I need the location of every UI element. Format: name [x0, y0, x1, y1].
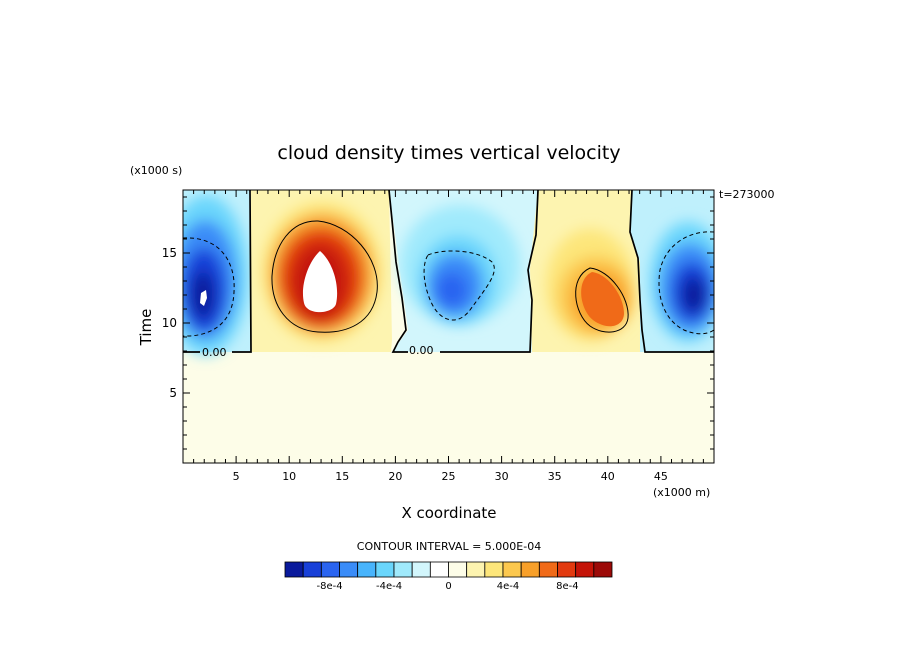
cell-4-core [581, 272, 624, 327]
colorbar-swatch [357, 561, 377, 578]
colorbar-swatch [284, 561, 304, 578]
y-tick-label: 5 [169, 386, 177, 400]
zero-contour-1 [183, 190, 252, 353]
colorbar-swatch [557, 561, 577, 578]
x-tick-label: 35 [548, 470, 562, 483]
colorbar-swatch [375, 561, 395, 578]
plot-area: 0.00 0.00 [183, 190, 714, 463]
x-tick-label: 10 [282, 470, 296, 483]
x-tick-label: 15 [335, 470, 349, 483]
cell-negative-3 [389, 190, 538, 352]
colorbar-swatch [520, 561, 540, 578]
colorbar-tick-label: 8e-4 [556, 581, 579, 592]
cell-4-contour [575, 267, 629, 333]
chart-title: cloud density times vertical velocity [277, 142, 620, 164]
colorbar-swatch [466, 561, 486, 578]
zero-contour-label-1: 0.00 [202, 346, 227, 359]
cell-3-contour [423, 250, 495, 321]
colorbar-swatch [339, 561, 359, 578]
colorbar-swatch [302, 561, 322, 578]
contour-interval-label: CONTOUR INTERVAL = 5.000E-04 [357, 540, 541, 553]
zero-contour-label-2: 0.00 [409, 344, 434, 357]
time-stamp-label: t=273000 [719, 188, 775, 201]
cell-negative-5 [630, 190, 714, 352]
x-tick-label: 5 [233, 470, 240, 483]
zero-contour-3 [440, 190, 539, 353]
colorbar-swatch [411, 561, 431, 578]
colorbar-swatch [575, 561, 595, 578]
zero-contour-2 [388, 190, 408, 353]
x-axis-label: X coordinate [401, 504, 496, 522]
colorbar-swatch [448, 561, 468, 578]
y-axis-label: Time [137, 309, 155, 347]
x-tick-label: 25 [442, 470, 456, 483]
zero-contour-4 [629, 190, 714, 353]
colorbar-swatch [538, 561, 558, 578]
colorbar-tick-label: -4e-4 [376, 581, 402, 592]
cell-2-contour [271, 220, 378, 333]
dashed-contours [183, 231, 714, 337]
cell-2-core [302, 251, 338, 313]
axis-ticks: 5 10 15 20 25 30 35 40 45 5 10 15 [162, 190, 714, 483]
y-units-label: (x1000 s) [130, 164, 182, 177]
zero-contours [183, 190, 714, 353]
cell-positive-4 [530, 190, 640, 352]
cell-negative-1 [183, 190, 251, 355]
y-tick-label: 10 [162, 316, 177, 330]
x-tick-label: 40 [601, 470, 615, 483]
x-units-label: (x1000 m) [653, 486, 710, 499]
x-tick-label: 45 [654, 470, 668, 483]
zero-contour-labels: 0.00 0.00 [202, 344, 434, 359]
cell-1-dashed-contour [183, 237, 235, 337]
colorbar-swatch [429, 561, 449, 578]
y-tick-label: 15 [162, 246, 177, 260]
colorbar-swatch [593, 561, 613, 578]
colorbar-tick-label: 0 [445, 581, 451, 592]
colorbar-swatch [502, 561, 522, 578]
cell-positive-2 [251, 190, 392, 352]
cell-1-core [200, 290, 207, 306]
x-tick-label: 30 [495, 470, 509, 483]
colorbar [284, 561, 613, 578]
colorbar-tick-label: 4e-4 [497, 581, 520, 592]
colorbar-swatch [393, 561, 413, 578]
colorbar-swatch [484, 561, 504, 578]
colorbar-tick-label: -8e-4 [317, 581, 343, 592]
x-tick-label: 20 [388, 470, 402, 483]
colorbar-swatch [320, 561, 340, 578]
colorbar-labels: -8e-4 -4e-4 0 4e-4 8e-4 [317, 581, 579, 592]
